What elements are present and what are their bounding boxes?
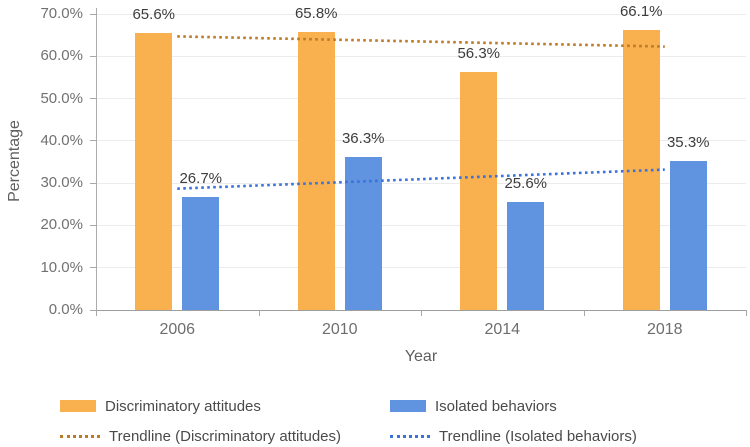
x-axis-title: Year	[404, 348, 438, 365]
y-axis-tick	[90, 13, 96, 15]
y-axis-tick-label: 40.0%	[40, 131, 83, 149]
y-axis-line	[96, 8, 97, 310]
data-label: 25.6%	[504, 174, 548, 192]
y-axis-tick	[90, 98, 96, 100]
data-label: 26.7%	[179, 170, 223, 188]
y-axis-tick	[90, 267, 96, 269]
legend-label: Trendline (Discriminatory attitudes)	[109, 427, 342, 445]
trendline-discriminatory-attitudes	[177, 35, 665, 48]
gridline	[96, 55, 746, 57]
gridline	[96, 13, 746, 15]
bar-isolated-behaviors	[669, 160, 707, 310]
data-label: 66.1%	[619, 3, 663, 21]
legend-label: Isolated behaviors	[435, 397, 557, 415]
y-axis-tick-label: 70.0%	[40, 5, 83, 22]
legend-swatch-trendline-discriminatory	[60, 434, 100, 438]
y-axis-tick	[90, 309, 96, 311]
legend-label: Trendline (Isolated behaviors)	[439, 427, 637, 445]
y-axis-tick	[90, 140, 96, 142]
y-axis-tick	[90, 182, 96, 184]
y-axis-tick-label: 30.0%	[40, 174, 83, 192]
bar-isolated-behaviors	[507, 201, 545, 310]
bar-discriminatory-attitudes	[135, 32, 173, 310]
legend-item-trendline-discriminatory: Trendline (Discriminatory attitudes)	[60, 427, 341, 445]
bar-isolated-behaviors	[182, 197, 220, 310]
y-axis-tick-label: 10.0%	[40, 258, 83, 276]
data-label: 35.3%	[666, 133, 710, 151]
x-axis-tick	[421, 310, 422, 316]
data-label: 65.8%	[294, 4, 338, 22]
data-label: 36.3%	[341, 129, 385, 147]
bar-discriminatory-attitudes	[622, 30, 660, 310]
x-axis-tick	[258, 310, 260, 316]
gridline	[96, 98, 746, 100]
legend-swatch-discriminatory-attitudes	[60, 400, 96, 412]
y-axis-tick	[90, 224, 96, 226]
data-label: 65.6%	[132, 5, 176, 23]
bar-discriminatory-attitudes	[460, 71, 498, 310]
x-axis-tick	[96, 310, 97, 316]
x-axis-tick-label: 2010	[321, 321, 358, 338]
legend-swatch-isolated-behaviors	[390, 400, 426, 412]
legend-item-isolated-behaviors: Isolated behaviors	[390, 397, 557, 415]
legend-swatch-trendline-isolated	[390, 434, 430, 438]
legend-item-trendline-isolated: Trendline (Isolated behaviors)	[390, 427, 637, 445]
bar-isolated-behaviors	[344, 156, 382, 310]
x-axis-tick-label: 2018	[646, 321, 683, 338]
gridline	[96, 140, 746, 142]
x-axis-tick-label: 2014	[484, 321, 521, 338]
y-axis-tick-label: 60.0%	[40, 47, 83, 65]
y-axis-tick-label: 0.0%	[48, 301, 83, 318]
gridline	[96, 267, 746, 269]
x-axis-tick	[746, 310, 747, 316]
x-axis-tick	[583, 310, 585, 316]
data-label: 56.3%	[457, 44, 501, 62]
y-axis-tick-label: 50.0%	[40, 89, 83, 107]
trendline-isolated-behaviors	[177, 168, 665, 190]
gridline	[96, 224, 746, 226]
legend-label: Discriminatory attitudes	[105, 397, 261, 415]
y-axis-tick	[90, 55, 96, 57]
x-axis-tick-label: 2006	[159, 321, 196, 338]
legend-item-discriminatory-attitudes: Discriminatory attitudes	[60, 397, 261, 415]
y-axis-tick-label: 20.0%	[40, 216, 83, 234]
bar-discriminatory-attitudes	[297, 31, 335, 310]
